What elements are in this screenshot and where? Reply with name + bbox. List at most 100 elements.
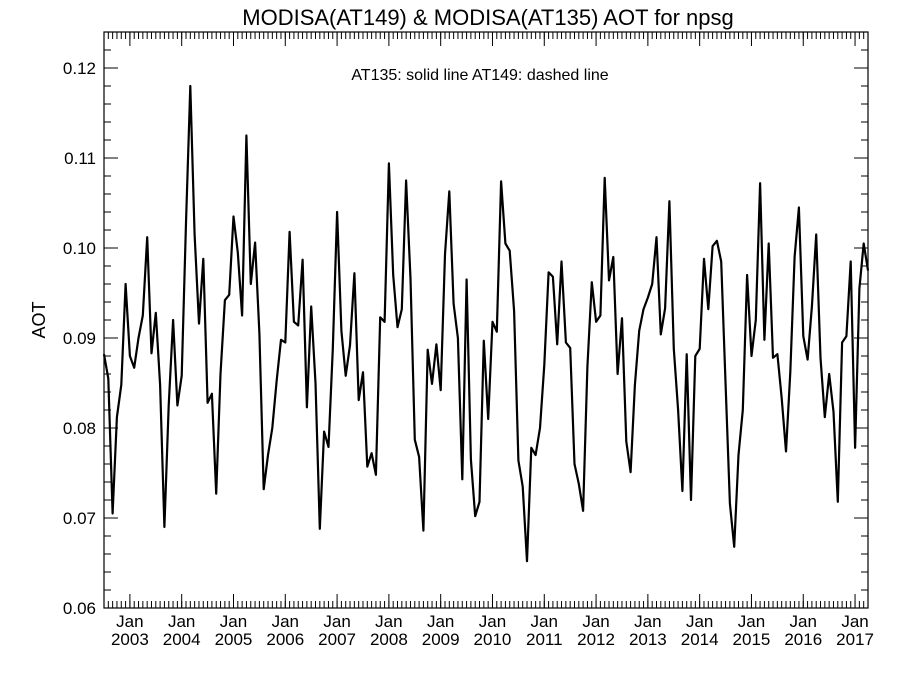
data-point — [237, 251, 239, 254]
data-point — [517, 459, 519, 461]
x-tick-year-label: 2010 — [474, 630, 512, 649]
data-point — [107, 377, 109, 380]
data-point — [539, 427, 541, 429]
y-tick-label: 0.10 — [63, 239, 96, 258]
data-point — [388, 162, 390, 164]
data-point — [638, 330, 640, 332]
data-point — [349, 344, 351, 346]
data-point — [448, 190, 450, 192]
x-tick-month-label: Jan — [531, 612, 558, 631]
data-point — [733, 546, 735, 548]
data-point — [172, 319, 174, 321]
data-point — [699, 348, 701, 350]
data-point — [815, 233, 817, 236]
data-point — [655, 236, 658, 238]
data-point — [599, 314, 601, 317]
data-point — [409, 278, 412, 280]
data-point — [465, 278, 468, 281]
data-point — [112, 512, 114, 515]
data-point — [612, 256, 614, 258]
data-point — [737, 454, 740, 456]
data-point — [509, 250, 511, 252]
data-point — [763, 339, 766, 341]
data-point — [824, 416, 826, 418]
data-point — [276, 379, 278, 381]
x-tick-year-label: 2016 — [784, 630, 822, 649]
data-point — [362, 371, 364, 373]
data-point — [103, 353, 105, 355]
data-point — [340, 330, 343, 332]
y-tick-label: 0.08 — [63, 419, 96, 438]
x-tick-month-label: Jan — [634, 612, 661, 631]
data-point — [785, 450, 787, 452]
data-point — [712, 245, 714, 247]
data-point — [522, 485, 524, 488]
data-point — [392, 274, 394, 276]
data-point — [457, 337, 459, 339]
x-tick-year-label: 2009 — [422, 630, 460, 649]
data-point — [608, 279, 610, 281]
data-point — [254, 242, 256, 244]
data-point — [703, 258, 705, 260]
data-point — [772, 357, 774, 359]
x-tick-month-label: Jan — [168, 612, 195, 631]
x-tick-year-label: 2004 — [163, 630, 201, 649]
data-point — [681, 490, 683, 492]
data-point — [664, 307, 666, 309]
data-point — [116, 416, 118, 418]
line-style-annotation: AT135: solid line AT149: dashed line — [351, 67, 608, 84]
data-point — [289, 231, 291, 233]
data-point — [832, 411, 835, 413]
data-point — [224, 299, 226, 301]
data-point — [332, 348, 334, 350]
data-point — [336, 211, 338, 213]
data-point — [591, 281, 593, 283]
data-point — [850, 260, 852, 263]
data-point — [556, 343, 558, 345]
data-point — [418, 456, 420, 458]
data-point — [867, 269, 869, 272]
data-point — [759, 182, 761, 184]
x-tick-year-label: 2007 — [318, 630, 356, 649]
data-point — [366, 466, 368, 468]
data-point — [750, 355, 753, 357]
data-point — [742, 409, 744, 411]
data-point — [595, 321, 597, 323]
x-tick-month-label: Jan — [116, 612, 143, 631]
data-point — [530, 447, 532, 449]
data-point — [720, 260, 722, 263]
data-point — [560, 260, 563, 263]
data-point — [768, 242, 770, 245]
y-tick-label: 0.06 — [63, 599, 96, 618]
x-tick-year-label: 2011 — [526, 630, 563, 649]
data-point — [194, 233, 196, 236]
x-tick-month-label: Jan — [841, 612, 868, 631]
data-point — [440, 389, 442, 391]
data-point — [245, 134, 248, 137]
data-point — [297, 324, 299, 326]
data-point — [500, 180, 502, 182]
data-point — [379, 316, 381, 318]
data-point — [280, 339, 282, 341]
data-point — [319, 528, 321, 530]
data-point — [504, 242, 507, 245]
data-point — [323, 431, 325, 433]
data-point — [306, 406, 308, 408]
data-point — [802, 335, 804, 337]
x-tick-year-label: 2003 — [111, 630, 149, 649]
data-point — [854, 447, 856, 449]
data-point — [729, 503, 731, 505]
chart-title: MODISA(AT149) & MODISA(AT135) AOT for np… — [242, 5, 733, 30]
data-point — [163, 526, 166, 528]
x-tick-year-label: 2005 — [215, 630, 253, 649]
x-tick-month-label: Jan — [686, 612, 713, 631]
data-point — [250, 283, 252, 285]
data-point — [232, 215, 235, 218]
data-point — [647, 296, 649, 299]
x-tick-month-label: Jan — [427, 612, 454, 631]
data-point — [358, 399, 360, 401]
data-point — [353, 272, 355, 274]
data-point — [453, 303, 455, 305]
data-point — [327, 446, 330, 448]
